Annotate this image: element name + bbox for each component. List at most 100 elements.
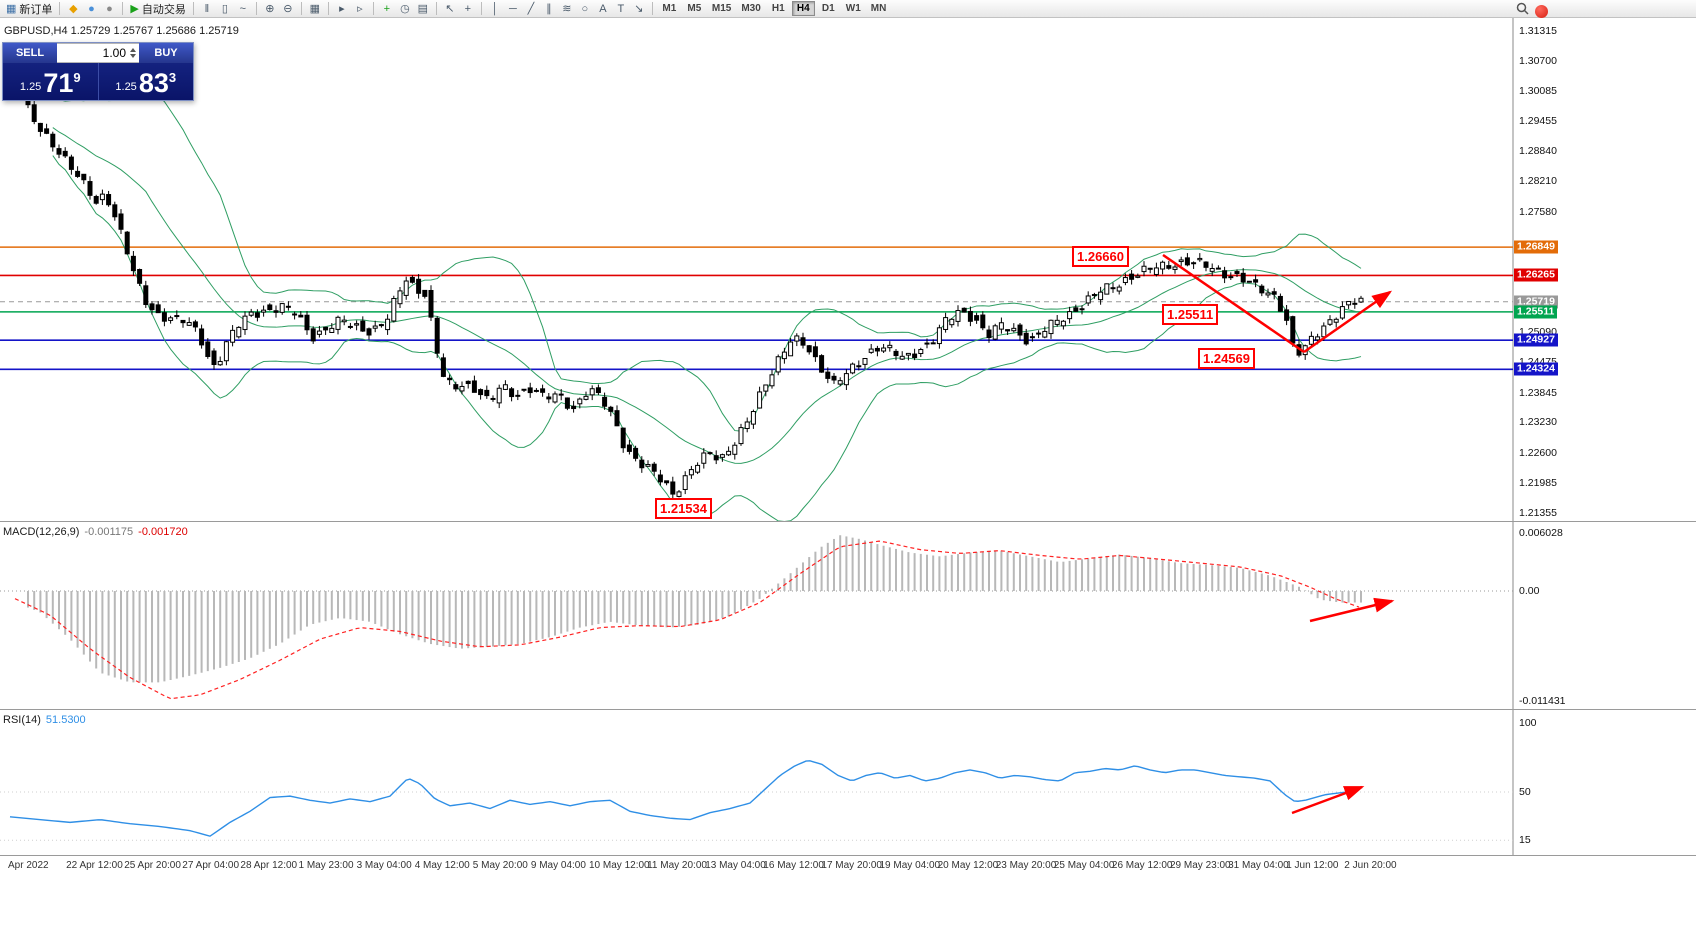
alert-icon[interactable]: ◆ (64, 1, 82, 17)
buy-price-big: 83 (138, 68, 169, 98)
trend-arrow[interactable] (1162, 253, 1305, 354)
crosshair-icon: + (464, 2, 472, 15)
indicators-icon: + (383, 2, 391, 15)
search-icon[interactable] (1516, 2, 1529, 20)
text-label-icon[interactable]: T (612, 1, 630, 17)
news-icon[interactable]: ● (82, 1, 100, 17)
channel-icon[interactable]: ∥ (540, 1, 558, 17)
price-axis-label: 1.21355 (1519, 507, 1557, 519)
toolbar: ▦ 新订单 ◆ ● ● ▶ 自动交易 ‖ ▯ ~ ⊕ ⊖ ▦ ▸ ▹ + ◷ ▤ ↖ + │ ─ ╱ ∥ ≋ ○ A T ↘ M1 M5 M1… (0, 0, 1696, 18)
volume-down-icon[interactable] (130, 54, 136, 58)
timeframe-m5[interactable]: M5 (687, 3, 702, 14)
history-center-icon[interactable]: ● (100, 1, 118, 17)
timeframe-m30[interactable]: M30 (741, 3, 761, 14)
macd-signal-line (14, 540, 1360, 700)
time-axis-label: 29 May 23:00 (1170, 860, 1231, 871)
time-axis-label: 1 Jun 12:00 (1286, 860, 1339, 871)
rsi-panel: RSI(14) 51.5300 100 50 15 (0, 709, 1696, 855)
zoom-in-icon[interactable]: ⊕ (261, 1, 279, 17)
chart-plot-area[interactable] (0, 18, 1696, 521)
rsi-plot-area[interactable] (0, 710, 1696, 855)
text-icon: A (599, 2, 607, 15)
trend-arrow[interactable] (1303, 290, 1393, 354)
volume-up-icon[interactable] (130, 48, 136, 52)
time-axis-label: 19 May 04:00 (879, 860, 941, 871)
cursor-icon[interactable]: ↖ (441, 1, 459, 17)
arrow-objects-icon[interactable]: ↘ (630, 1, 648, 17)
timeframe-h1[interactable]: H1 (771, 3, 785, 14)
price-axis-label: 1.31315 (1519, 25, 1557, 37)
toolbar-separator (327, 2, 329, 15)
zoom-out-icon[interactable]: ⊖ (279, 1, 297, 17)
price-axis-label: 1.27580 (1519, 205, 1557, 218)
templates-icon[interactable]: ▤ (414, 1, 432, 17)
text-icon[interactable]: A (594, 1, 612, 17)
price-annotation[interactable]: 1.25511 (1162, 304, 1219, 325)
time-axis-label: 16 May 12:00 (763, 860, 824, 871)
chart-shift-icon[interactable]: ▹ (351, 1, 369, 17)
timeframe-m1[interactable]: M1 (662, 3, 677, 14)
buy-price-small: 1.25 (115, 81, 137, 93)
candles-layer (25, 97, 1364, 500)
chart-bars-icon: ‖ (204, 2, 210, 15)
macd-panel: MACD(12,26,9) -0.001175 -0.001720 0.006028… (0, 521, 1696, 709)
rsi-axis-label: 100 (1519, 717, 1537, 729)
chart-bars-icon[interactable]: ‖ (198, 1, 216, 17)
cursor-icon: ↖ (445, 2, 455, 15)
fibonacci-icon[interactable]: ≋ (558, 1, 576, 17)
buy-price[interactable]: 1.25 83 3 (99, 63, 194, 100)
vertical-line-icon[interactable]: │ (486, 1, 504, 17)
history-center-icon: ● (106, 2, 113, 15)
crosshair-icon[interactable]: + (459, 1, 477, 17)
price-annotation[interactable]: 1.26660 (1072, 246, 1129, 267)
auto-trading-button[interactable]: ▶ 自动交易 (127, 1, 188, 17)
price-annotation[interactable]: 1.24569 (1198, 348, 1255, 369)
chart-line-icon[interactable]: ~ (234, 1, 252, 17)
timeframe-d1[interactable]: D1 (821, 3, 835, 14)
zoom-in-icon: ⊕ (265, 2, 275, 15)
volume-stepper[interactable] (130, 48, 136, 58)
notification-badge[interactable] (1535, 4, 1548, 18)
price-axis-label: 1.22600 (1519, 446, 1557, 459)
periods-icon[interactable]: ◷ (396, 1, 414, 17)
volume-input[interactable]: 1.00 (57, 43, 139, 63)
time-axis-label: 4 May 12:00 (414, 860, 470, 871)
sell-button[interactable]: SELL (3, 43, 57, 63)
trendline-icon[interactable]: ╱ (522, 1, 540, 17)
timeframe-h4[interactable]: H4 (791, 1, 815, 16)
time-axis-label: 3 May 04:00 (356, 860, 412, 871)
timeframe-w1[interactable]: W1 (845, 3, 861, 14)
sell-price[interactable]: 1.25 71 9 (3, 63, 98, 100)
timeframe-mn[interactable]: MN (870, 3, 887, 14)
price-axis-label: 1.29455 (1519, 115, 1557, 127)
volume-value[interactable]: 1.00 (102, 46, 126, 60)
price-annotation[interactable]: 1.21534 (655, 498, 712, 519)
price-axis-label: 1.23845 (1519, 386, 1557, 399)
new-order-button[interactable]: ▦ 新订单 (3, 1, 55, 17)
price-axis-badge: 1.25719 (1514, 295, 1558, 309)
price-axis-badge: 1.26265 (1514, 268, 1558, 282)
shapes-icon[interactable]: ○ (576, 1, 594, 17)
macd-axis-label: 0.006028 (1519, 527, 1563, 539)
tile-windows-icon[interactable]: ▦ (306, 1, 324, 17)
auto-scroll-icon[interactable]: ▸ (333, 1, 351, 17)
indicators-icon[interactable]: + (378, 1, 396, 17)
time-axis-label: 2 Jun 20:00 (1344, 860, 1397, 871)
price-axis-label: 1.28840 (1519, 144, 1557, 157)
horizontal-line-icon[interactable]: ─ (504, 1, 522, 17)
sell-price-small: 1.25 (19, 81, 42, 93)
time-axis-label: 10 May 12:00 (589, 860, 650, 871)
toolbar-separator (59, 2, 61, 15)
macd-plot-area[interactable] (0, 522, 1696, 709)
time-axis-label: 1 May 23:00 (298, 860, 354, 871)
rsi-line (9, 760, 1359, 837)
time-axis-label: 27 Apr 04:00 (182, 860, 240, 871)
buy-button[interactable]: BUY (139, 43, 193, 63)
chart-candles-icon[interactable]: ▯ (216, 1, 234, 17)
timeframe-m15[interactable]: M15 (711, 3, 732, 14)
macd-header: MACD(12,26,9) -0.001175 -0.001720 (3, 526, 188, 538)
toolbar-separator (651, 2, 653, 15)
text-label-icon: T (617, 2, 625, 15)
toolbar-right (1516, 2, 1548, 20)
templates-icon: ▤ (417, 2, 429, 15)
